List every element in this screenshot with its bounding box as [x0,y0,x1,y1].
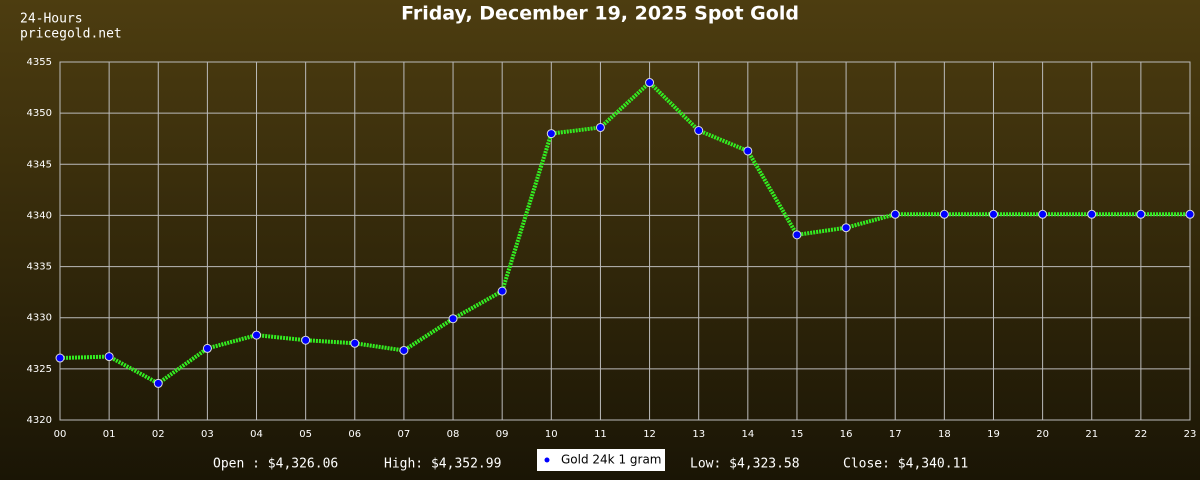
x-tick-label: 19 [987,429,1000,440]
subtitle: 24-Hours [20,12,83,27]
point [497,286,507,296]
annotation: Close: $4,340.11 [843,457,968,472]
x-tick-label: 09 [496,429,509,440]
series-line [59,79,1190,386]
point [743,146,753,156]
legend-label: Gold 24k 1 gram [561,453,661,467]
x-tick-label: 02 [152,429,165,440]
point [595,122,605,132]
annotation: Low: $4,323.58 [690,457,800,472]
point [202,343,212,353]
point [301,335,311,345]
x-tick-label: 18 [938,429,951,440]
legend-marker [544,457,550,463]
x-tick-label: 06 [348,429,361,440]
point [1038,209,1048,219]
y-tick-label: 4350 [27,108,52,119]
annotation: High: $4,352.99 [384,457,501,472]
point [939,209,949,219]
point [694,126,704,136]
point [1136,209,1146,219]
y-tick-label: 4345 [27,159,52,170]
point [350,338,360,348]
x-tick-label: 03 [201,429,214,440]
x-tick-label: 13 [692,429,705,440]
x-tick-label: 07 [398,429,411,440]
x-tick-label: 01 [103,429,116,440]
x-tick-label: 05 [299,429,312,440]
point [1087,209,1097,219]
point [399,345,409,355]
annotation: Open : $4,326.06 [213,457,338,472]
y-tick-label: 4335 [27,262,52,273]
point [252,330,262,340]
point [546,129,556,139]
point [448,314,458,324]
y-tick-label: 4325 [27,364,52,375]
point [645,78,655,88]
y-tick-label: 4320 [27,415,52,426]
legend-box [537,449,665,471]
x-tick-label: 21 [1085,429,1098,440]
x-tick-label: 17 [889,429,902,440]
x-tick-label: 00 [54,429,67,440]
subtitle: pricegold.net [20,27,122,42]
point [792,230,802,240]
point [1185,209,1195,219]
point [988,209,998,219]
x-tick-label: 22 [1135,429,1148,440]
x-tick-label: 14 [741,429,754,440]
point [841,223,851,233]
point [890,209,900,219]
point [104,352,114,362]
x-tick-label: 16 [840,429,853,440]
y-tick-label: 4340 [27,210,52,221]
x-tick-label: 20 [1036,429,1049,440]
x-tick-label: 23 [1184,429,1197,440]
x-tick-label: 10 [545,429,558,440]
point [153,378,163,388]
x-tick-label: 15 [791,429,804,440]
x-tick-label: 08 [447,429,460,440]
x-tick-label: 11 [594,429,607,440]
x-tick-label: 04 [250,429,263,440]
chart-title: Friday, December 19, 2025 Spot Gold [401,3,799,25]
point [55,353,65,363]
y-tick-label: 4330 [27,313,52,324]
y-tick-label: 4355 [27,57,52,68]
x-tick-label: 12 [643,429,656,440]
